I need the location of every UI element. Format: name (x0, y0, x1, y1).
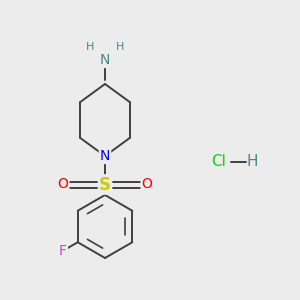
Text: N: N (100, 53, 110, 67)
Text: H: H (86, 41, 94, 52)
Text: N: N (100, 149, 110, 163)
Text: S: S (99, 176, 111, 194)
Text: O: O (142, 178, 152, 191)
Text: H: H (246, 154, 258, 169)
Text: F: F (59, 244, 67, 258)
Text: H: H (116, 41, 124, 52)
Text: O: O (58, 178, 68, 191)
Text: Cl: Cl (212, 154, 226, 169)
